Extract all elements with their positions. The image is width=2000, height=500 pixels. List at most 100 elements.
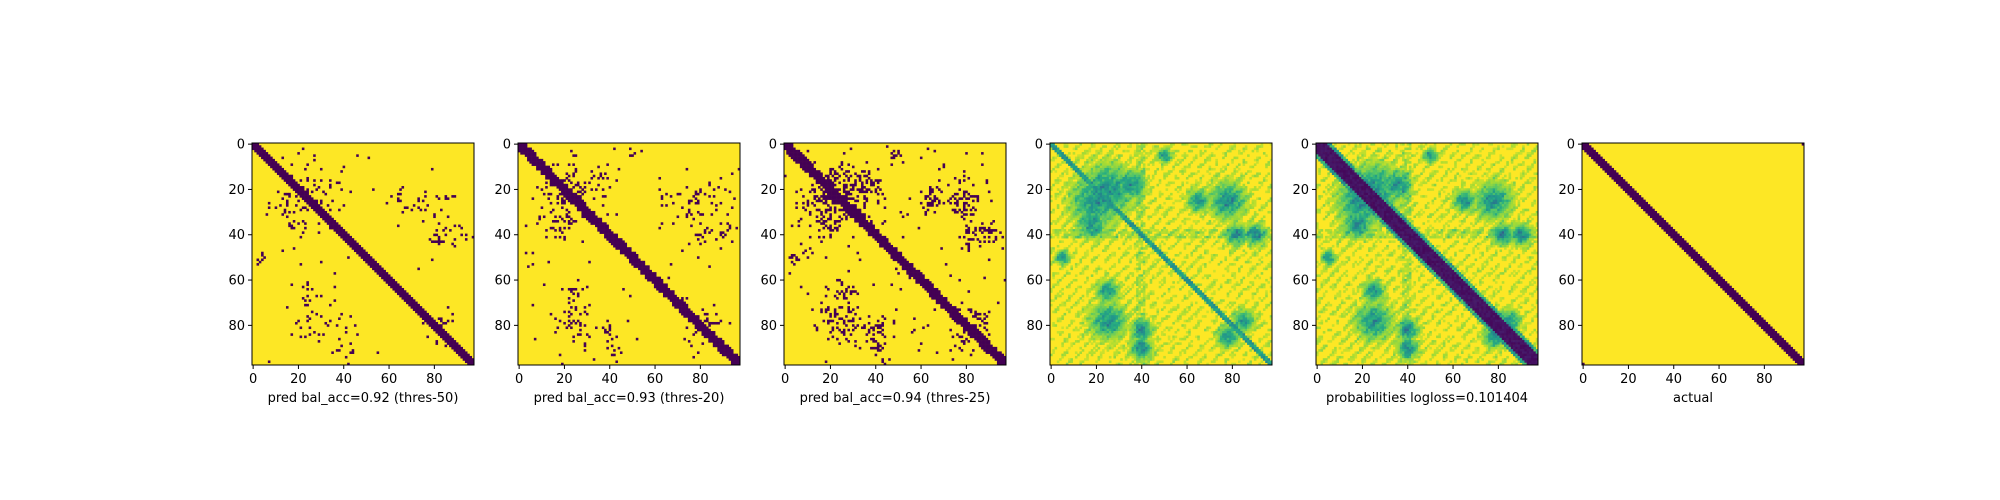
heatmap-cell xyxy=(408,299,411,302)
heatmap-cell xyxy=(554,220,557,223)
heatmap-cell xyxy=(292,247,296,250)
heatmap-cell xyxy=(660,195,664,198)
heatmap-cell xyxy=(1117,215,1121,219)
heatmap-cell xyxy=(1136,152,1139,155)
heatmap-cell xyxy=(1224,210,1227,214)
heatmap-cell xyxy=(1215,186,1218,189)
heatmap-cell xyxy=(708,265,711,268)
heatmap-cell xyxy=(1127,181,1130,185)
heatmap-cell xyxy=(1090,188,1094,191)
heatmap-cell xyxy=(324,210,328,214)
heatmap-cell xyxy=(1115,186,1119,189)
heatmap-cell xyxy=(1206,206,1209,209)
heatmap-cell xyxy=(349,315,352,318)
heatmap-cell xyxy=(856,220,860,223)
heatmap-cell xyxy=(938,292,941,296)
heatmap-cell xyxy=(1151,158,1155,162)
heatmap-cell xyxy=(1090,161,1094,164)
heatmap-cell xyxy=(876,349,880,352)
heatmap-cell xyxy=(1190,197,1194,200)
heatmap-cell xyxy=(981,163,984,166)
heatmap-cell xyxy=(1108,163,1112,166)
heatmap-cell xyxy=(802,195,805,198)
heatmap-cell xyxy=(1192,186,1196,189)
heatmap-cell xyxy=(890,283,894,287)
heatmap-cell xyxy=(1095,183,1098,187)
heatmap-cell xyxy=(1115,204,1119,207)
heatmap-cell xyxy=(669,299,673,302)
heatmap-cell xyxy=(662,287,666,291)
heatmap-cell xyxy=(928,287,932,291)
heatmap-cell xyxy=(1072,152,1076,155)
heatmap-cell xyxy=(872,231,875,234)
heatmap-cell xyxy=(831,197,835,200)
heatmap-cell xyxy=(874,231,878,234)
heatmap-cell xyxy=(1117,201,1121,205)
heatmap-cell xyxy=(983,276,986,280)
heatmap-cell xyxy=(270,165,273,169)
heatmap-cell xyxy=(1224,186,1227,189)
heatmap-cell xyxy=(892,335,896,339)
heatmap-cell xyxy=(1242,204,1246,207)
heatmap-cell xyxy=(1093,181,1096,185)
heatmap-cell xyxy=(1108,186,1112,189)
heatmap-cell xyxy=(1090,195,1094,198)
heatmap-cell xyxy=(1065,206,1069,209)
heatmap-cell xyxy=(372,267,375,271)
heatmap-cell xyxy=(542,283,546,287)
heatmap-cell xyxy=(728,224,732,228)
heatmap-cell xyxy=(822,176,826,180)
heatmap-cell xyxy=(1197,181,1200,185)
heatmap-cell xyxy=(703,240,707,243)
heatmap-cell xyxy=(1099,170,1103,173)
heatmap-cell xyxy=(597,183,600,187)
heatmap-cell xyxy=(1260,145,1264,148)
heatmap-cell xyxy=(1111,220,1114,223)
heatmap-cell xyxy=(883,240,887,243)
heatmap-cell xyxy=(974,326,977,330)
heatmap-cell xyxy=(256,263,260,266)
heatmap-cell xyxy=(831,186,835,189)
heatmap-cell xyxy=(1213,201,1216,205)
heatmap-cell xyxy=(335,349,339,352)
heatmap-cell xyxy=(542,170,546,173)
heatmap-cell xyxy=(1133,154,1137,157)
heatmap-cell xyxy=(1142,206,1146,209)
heatmap-cell xyxy=(1088,149,1092,153)
heatmap-cell xyxy=(849,215,853,219)
heatmap-cell xyxy=(687,242,691,246)
y-tick-label: 0 xyxy=(503,138,511,153)
heatmap-cell xyxy=(847,340,850,343)
heatmap-cell xyxy=(865,226,869,230)
heatmap-cell xyxy=(1167,154,1171,157)
heatmap-cell xyxy=(1226,197,1230,200)
heatmap-cell xyxy=(290,163,294,166)
heatmap-cell xyxy=(410,299,414,302)
heatmap-cell xyxy=(1074,172,1078,176)
heatmap-cell xyxy=(588,217,591,221)
heatmap-cell xyxy=(788,152,792,155)
heatmap-cell xyxy=(824,186,828,189)
heatmap-cell xyxy=(606,226,609,230)
heatmap-cell xyxy=(1228,181,1232,185)
heatmap-cell xyxy=(1183,156,1187,160)
heatmap-cell xyxy=(1208,156,1212,160)
heatmap-cell xyxy=(813,170,817,173)
heatmap-cell xyxy=(1181,172,1184,176)
heatmap-cell xyxy=(827,174,830,178)
heatmap-cell xyxy=(1081,167,1085,171)
heatmap-cell xyxy=(529,149,532,153)
heatmap-cell xyxy=(730,353,734,357)
heatmap-cell xyxy=(851,235,855,239)
heatmap-cell xyxy=(817,208,821,212)
heatmap-cell xyxy=(1231,220,1234,223)
heatmap-cell xyxy=(1120,195,1123,198)
heatmap-cell xyxy=(1244,186,1248,189)
heatmap-cell xyxy=(708,337,711,341)
heatmap-cell xyxy=(570,195,573,198)
heatmap-cell xyxy=(806,201,810,205)
heatmap-cell xyxy=(1197,210,1200,214)
heatmap-cell xyxy=(410,208,414,212)
heatmap-cell xyxy=(1194,206,1198,209)
heatmap-cell xyxy=(592,222,596,225)
